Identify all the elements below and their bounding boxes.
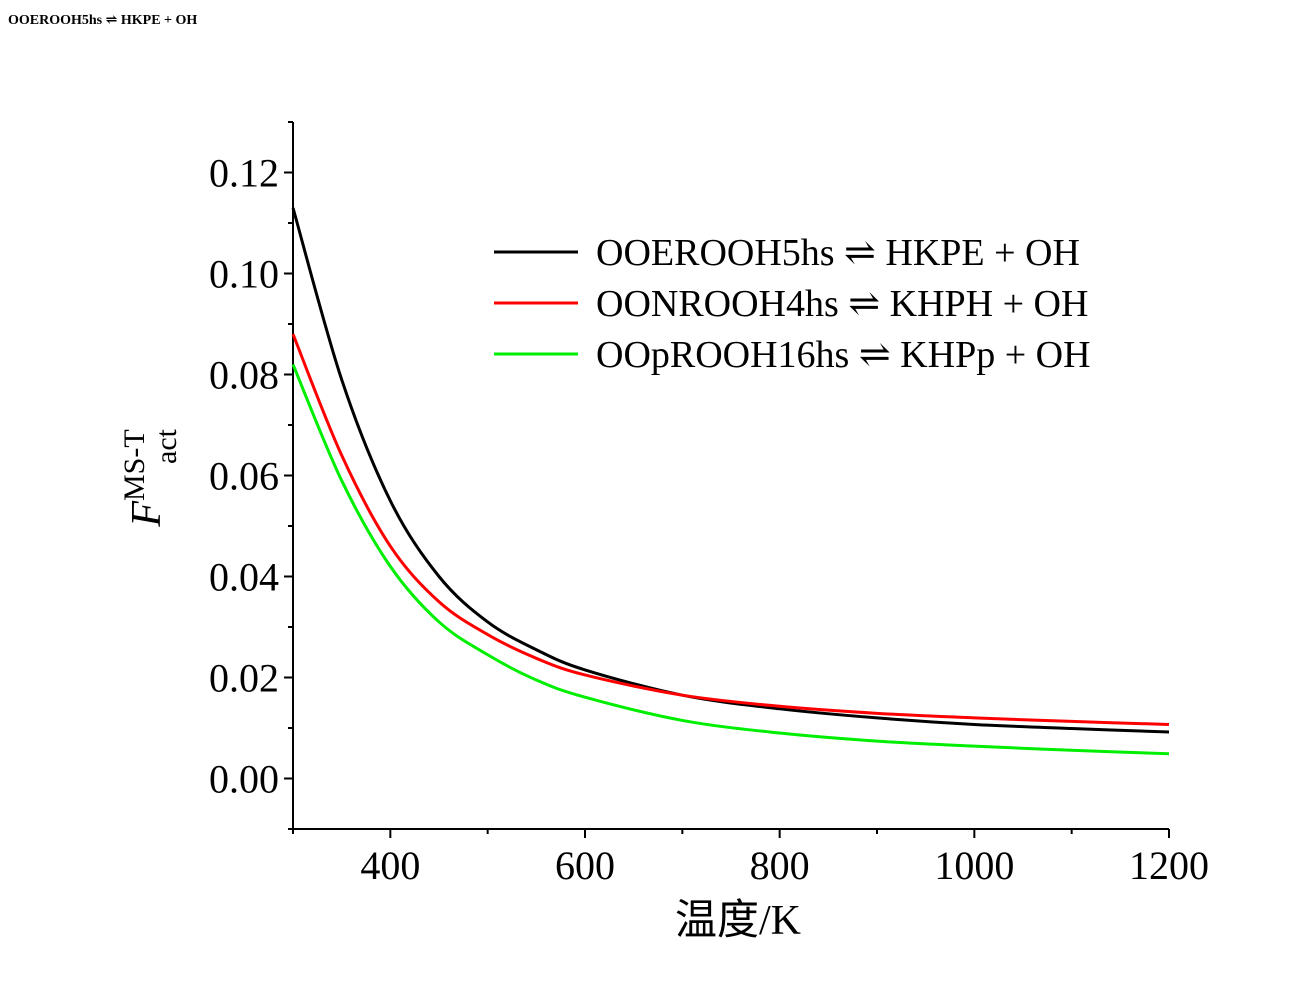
legend: OOEROOH5hs ⇌ HKPE + OH OONROOH4hs ⇌ KHPH …	[494, 232, 1091, 376]
y-tick-label: 0.10	[209, 252, 279, 297]
legend-label-2: OONROOH4hs ⇌ KHPH + OH	[596, 283, 1088, 325]
series-line-3	[291, 363, 1170, 756]
y-axis-label-subscript: act	[150, 428, 183, 464]
axes	[292, 122, 1169, 830]
x-tick-label: 800	[750, 843, 810, 888]
y-tick-label: 0.06	[209, 454, 279, 499]
series-line-1	[291, 207, 1170, 734]
x-tick-label: 400	[360, 843, 420, 888]
svg-text:FMS-T: FMS-T	[118, 429, 170, 527]
series-line-2	[291, 333, 1170, 726]
x-axis-label: 温度/K	[675, 898, 801, 944]
image-title: OOEROOH5hs ⇌ HKPE + OH	[8, 13, 197, 28]
y-axis-label-superscript: MS-T	[118, 429, 151, 501]
y-axis-label: FMS-T act	[118, 428, 183, 527]
x-tick-label: 600	[555, 843, 615, 888]
x-tick-label: 1200	[1129, 843, 1209, 888]
series-lines	[291, 207, 1170, 756]
y-axis-ticks: 0.00 0.02 0.04 0.06 0.08 0.10 0.12	[209, 121, 293, 830]
legend-label-1: OOEROOH5hs ⇌ HKPE + OH	[596, 232, 1080, 274]
y-tick-label: 0.12	[209, 151, 279, 196]
y-tick-label: 0.00	[209, 757, 279, 802]
y-tick-label: 0.02	[209, 656, 279, 701]
x-axis-ticks: 400 600 800 1000 1200	[292, 829, 1209, 888]
y-axis-label-main: F	[124, 501, 170, 528]
y-tick-label: 0.04	[209, 555, 279, 600]
legend-label-3: OOpROOH16hs ⇌ KHPp + OH	[596, 334, 1091, 376]
x-tick-label: 1000	[934, 843, 1014, 888]
y-tick-label: 0.08	[209, 353, 279, 398]
